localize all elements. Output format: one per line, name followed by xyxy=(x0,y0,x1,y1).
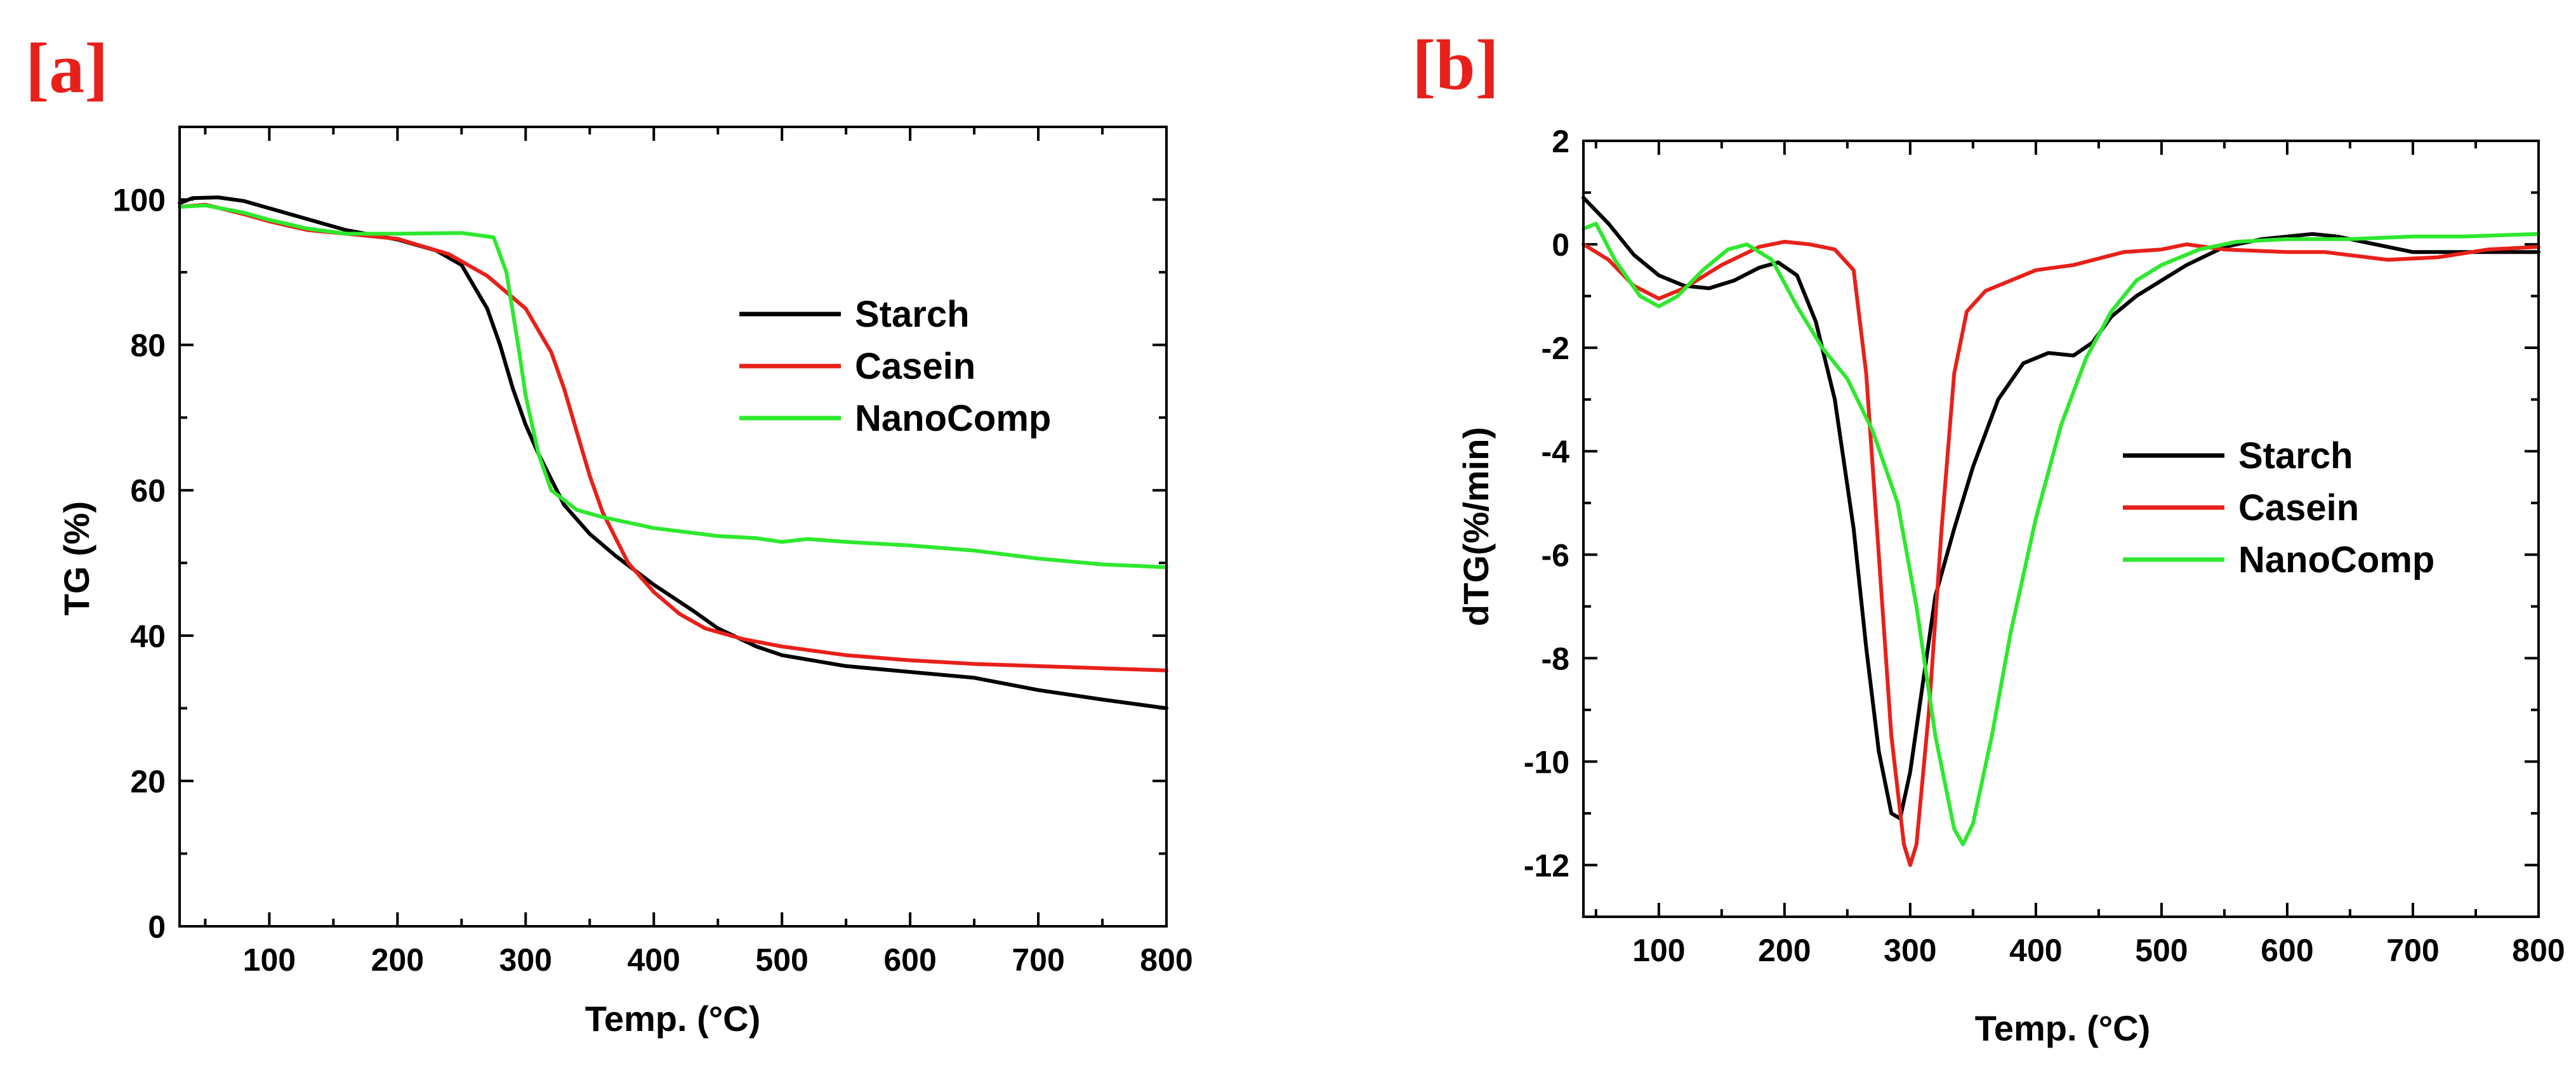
dtg-series-line-starch xyxy=(1582,195,2540,821)
dtg-x-axis-title: Temp. (°C) xyxy=(1975,1008,2150,1048)
tg-x-axis-title: Temp. (°C) xyxy=(585,999,760,1039)
dtg-x-tick-label: 800 xyxy=(2512,933,2565,968)
dtg-x-tick-label: 300 xyxy=(1884,933,1936,968)
dtg-y-tick-label: -4 xyxy=(1542,434,1570,469)
tg-y-tick-label: 40 xyxy=(130,619,166,654)
tg-series-line-starch xyxy=(178,195,1168,711)
tg-x-tick-label: 600 xyxy=(883,942,936,978)
tg-y-tick-label: 20 xyxy=(130,764,166,799)
tg-ticks: 100 200 300 400 500 600 700 800 0 20 40 60 80 100 xyxy=(113,127,1193,978)
dtg-plot-frame xyxy=(1582,140,2540,918)
tg-plot-frame xyxy=(178,126,1168,928)
tg-y-tick-label: 100 xyxy=(113,183,166,218)
tg-x-tick-label: 500 xyxy=(755,942,808,978)
dtg-legend-label-nanocomp: NanoComp xyxy=(2238,539,2434,581)
dtg-y-tick-label: -10 xyxy=(1524,744,1569,780)
dtg-y-tick-label: -2 xyxy=(1542,331,1569,366)
tg-y-tick-label: 0 xyxy=(148,909,166,945)
dtg-ticks: 100 200 300 400 500 600 700 800 2 0 -2 -4 -6 -8 -10 -12 xyxy=(1524,124,2565,968)
tg-legend-label-casein: Casein xyxy=(855,346,975,387)
tg-x-tick-label: 200 xyxy=(371,942,424,978)
dtg-y-axis-title: dTG(%/min) xyxy=(1456,427,1496,626)
panel-label-a: [a] xyxy=(25,29,109,108)
tg-panel: [a] 100 200 300 400 500 600 700 800020406080100… xyxy=(25,29,1193,1039)
tg-x-tick-label: 100 xyxy=(243,942,296,978)
dtg-y-tick-label: -6 xyxy=(1542,537,1569,573)
dtg-panel: [b] 100 200 300 400 500 600 700 800 2 0 -2 -4 -6 -8 -1… xyxy=(1412,26,2565,1048)
dtg-legend-label-casein: Casein xyxy=(2238,487,2359,528)
dtg-x-tick-label: 100 xyxy=(1632,933,1685,968)
dtg-y-tick-label: 2 xyxy=(1552,124,1569,159)
tg-x-tick-label: 800 xyxy=(1140,942,1192,978)
tg-y-axis-title: TG (%) xyxy=(56,501,96,615)
tg-x-tick-label: 400 xyxy=(627,942,680,978)
tg-x-tick-label: 300 xyxy=(499,942,552,978)
dtg-series-line-nanocomp xyxy=(1582,221,2540,846)
dtg-legend-label-starch: Starch xyxy=(2238,435,2353,476)
panel-label-b: [b] xyxy=(1412,26,1499,105)
dtg-series-line-casein xyxy=(1582,240,2540,867)
dtg-x-tick-label: 700 xyxy=(2386,933,2439,968)
dtg-y-tick-label: 0 xyxy=(1552,227,1569,263)
tg-series xyxy=(178,195,1168,711)
tg-series-line-nanocomp xyxy=(178,203,1168,570)
tg-x-tick-label: 700 xyxy=(1012,942,1064,978)
tg-legend: Starch Casein NanoComp xyxy=(739,294,1051,439)
tg-legend-label-nanocomp: NanoComp xyxy=(855,398,1051,439)
tg-y-tick-label: 60 xyxy=(130,473,166,509)
tg-y-tick-label: 80 xyxy=(130,328,166,364)
dtg-x-tick-label: 400 xyxy=(2009,933,2062,968)
dtg-legend: Starch Casein NanoComp xyxy=(2123,435,2434,581)
dtg-x-tick-label: 200 xyxy=(1758,933,1811,968)
dtg-y-tick-label: -12 xyxy=(1524,848,1569,883)
dtg-y-tick-label: -8 xyxy=(1542,641,1569,676)
dtg-series xyxy=(1582,195,2540,867)
dtg-x-tick-label: 600 xyxy=(2261,933,2313,968)
dtg-x-tick-label: 500 xyxy=(2135,933,2188,968)
tg-legend-label-starch: Starch xyxy=(855,294,970,335)
